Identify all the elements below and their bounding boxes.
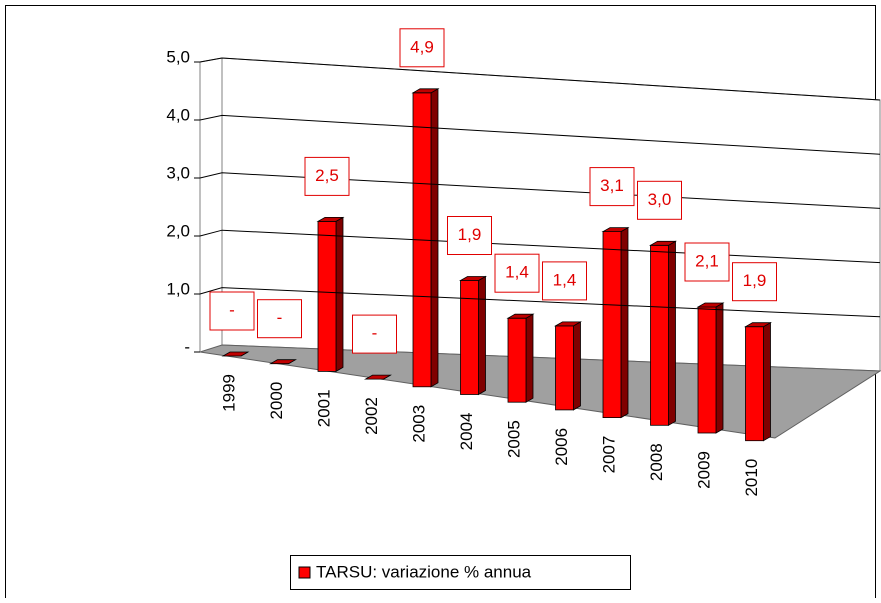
bar-top bbox=[743, 322, 773, 328]
bar-side bbox=[620, 226, 629, 419]
y-tick-label: 3,0 bbox=[166, 163, 190, 182]
bar bbox=[411, 88, 440, 388]
bar-side bbox=[335, 216, 344, 373]
grid-line bbox=[199, 287, 881, 318]
bar-side bbox=[430, 88, 439, 388]
value-label-box bbox=[209, 291, 255, 331]
x-tick-label: 2006 bbox=[552, 428, 571, 466]
x-tick-label: 2007 bbox=[599, 436, 618, 474]
bar-front bbox=[507, 317, 527, 403]
value-label-box bbox=[494, 253, 540, 293]
value-label: - bbox=[372, 324, 378, 343]
legend-swatch bbox=[298, 566, 311, 579]
bar bbox=[506, 313, 535, 403]
bar bbox=[316, 216, 345, 373]
value-label: 1,4 bbox=[505, 263, 529, 282]
bar-top bbox=[553, 321, 583, 327]
bar-side bbox=[715, 302, 724, 434]
bar-top bbox=[458, 276, 488, 281]
bar-front bbox=[745, 326, 764, 442]
bar bbox=[648, 240, 678, 426]
bar-front bbox=[697, 306, 717, 434]
value-label-box bbox=[257, 299, 302, 339]
x-tick-label: 2004 bbox=[457, 413, 476, 451]
plot bbox=[221, 88, 773, 442]
bar-side bbox=[668, 240, 676, 426]
x-tick-label: 2008 bbox=[647, 443, 666, 481]
value-label-box bbox=[732, 262, 777, 302]
value-label-box bbox=[447, 216, 492, 255]
bar-front bbox=[460, 280, 479, 395]
value-label-box bbox=[589, 167, 635, 207]
bar bbox=[696, 302, 725, 434]
value-label-box bbox=[399, 28, 445, 68]
grid-line bbox=[199, 57, 881, 101]
value-label: 3,1 bbox=[600, 176, 624, 195]
bar-top bbox=[411, 88, 440, 94]
bar bbox=[221, 351, 250, 357]
bar-top bbox=[648, 240, 678, 246]
legend-label: TARSU: variazione % annua bbox=[316, 562, 532, 581]
y-tick-label: 1,0 bbox=[166, 279, 190, 298]
bar-top bbox=[316, 216, 345, 222]
bar bbox=[458, 275, 488, 396]
bar-side bbox=[763, 322, 771, 442]
bar-top bbox=[221, 351, 250, 357]
bar-top bbox=[506, 313, 535, 319]
bar bbox=[268, 359, 298, 365]
bar bbox=[363, 374, 393, 380]
bar-top bbox=[363, 374, 393, 380]
x-tick-label: 2000 bbox=[267, 382, 286, 420]
bar-top bbox=[601, 227, 630, 233]
bar-front bbox=[555, 325, 574, 411]
bar-side bbox=[478, 275, 486, 396]
bar bbox=[743, 322, 773, 442]
y-tick-label: 4,0 bbox=[166, 105, 190, 124]
grid-line bbox=[199, 229, 881, 264]
value-label: 3,0 bbox=[648, 190, 672, 209]
x-tick-label: 2002 bbox=[362, 397, 381, 435]
value-label: 1,9 bbox=[743, 271, 767, 290]
bar bbox=[601, 226, 630, 419]
value-label: 2,5 bbox=[315, 166, 339, 185]
value-label: - bbox=[277, 308, 283, 327]
x-tick-label: 2003 bbox=[409, 405, 428, 443]
value-label: 1,4 bbox=[553, 270, 577, 289]
bar-top bbox=[268, 359, 298, 365]
x-tick-label: 2010 bbox=[742, 459, 761, 497]
value-label: 4,9 bbox=[410, 37, 434, 56]
legend-box bbox=[290, 555, 631, 590]
value-label: 1,9 bbox=[458, 225, 482, 244]
bar-side bbox=[573, 321, 581, 411]
value-label-box bbox=[304, 156, 350, 196]
bar-front bbox=[317, 220, 337, 372]
y-tick-label: 5,0 bbox=[166, 47, 190, 66]
grid-line bbox=[199, 114, 881, 155]
y-tick-label: - bbox=[184, 337, 190, 356]
value-label-box bbox=[352, 314, 397, 354]
x-tick-label: 2005 bbox=[504, 420, 523, 458]
value-label-box bbox=[542, 261, 587, 301]
value-label: - bbox=[229, 300, 235, 319]
x-tick-label: 2001 bbox=[314, 389, 333, 427]
y-tick-label: 2,0 bbox=[166, 221, 190, 240]
value-label-box bbox=[684, 242, 730, 282]
value-label: 2,1 bbox=[695, 251, 719, 270]
bar-front bbox=[602, 231, 622, 419]
bar-side bbox=[525, 313, 534, 403]
bar-front bbox=[650, 244, 669, 426]
bar-top bbox=[696, 302, 725, 308]
x-tick-label: 1999 bbox=[219, 374, 238, 412]
x-tick-label: 2009 bbox=[694, 451, 713, 489]
bar bbox=[553, 321, 583, 411]
value-label-box bbox=[637, 180, 682, 220]
